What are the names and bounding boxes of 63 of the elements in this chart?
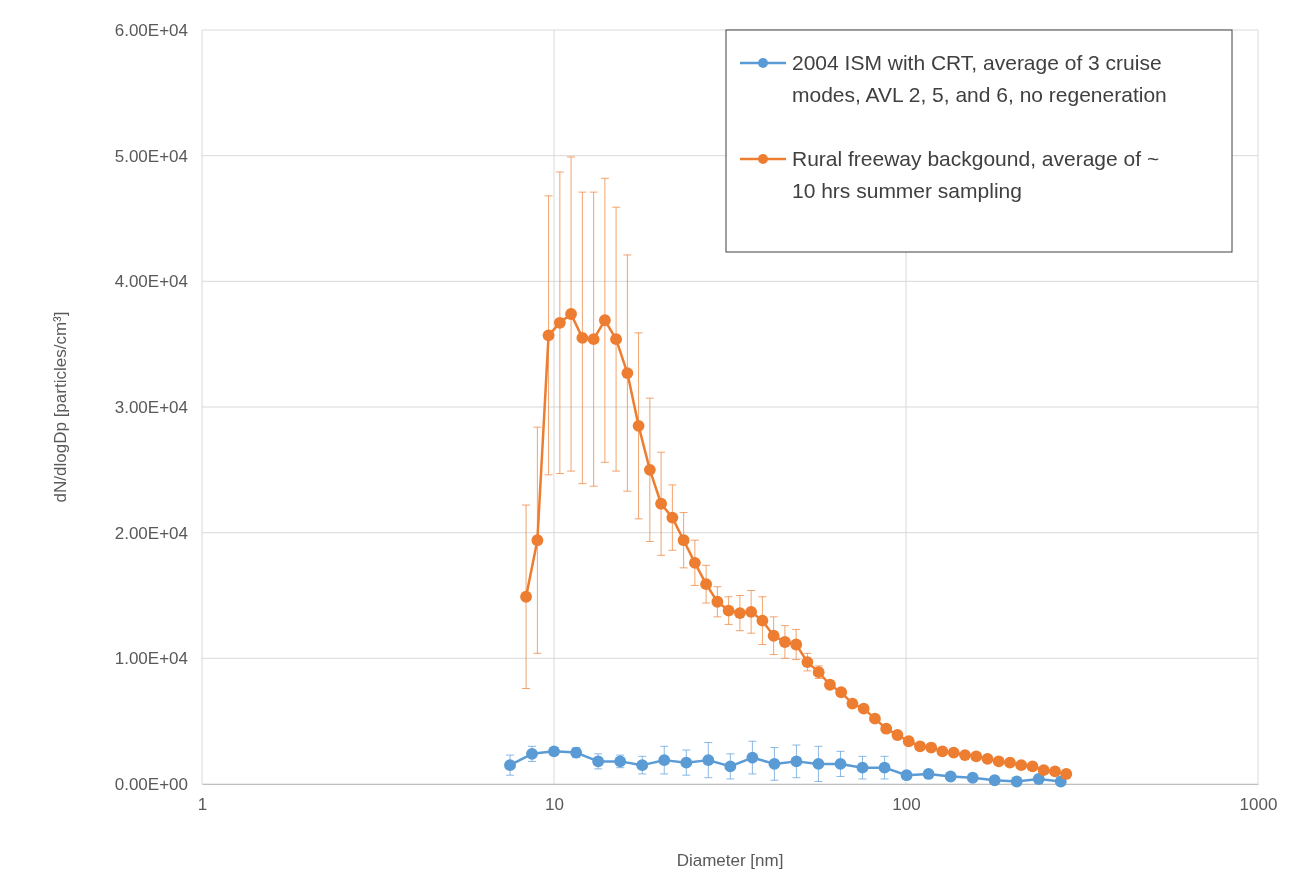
point [869, 712, 881, 725]
point [531, 534, 544, 547]
point [666, 511, 679, 524]
point [891, 729, 904, 741]
point [576, 331, 589, 344]
point [1026, 760, 1039, 773]
point [598, 314, 611, 327]
point [1037, 764, 1050, 777]
x-tick-label: 1 [197, 795, 208, 815]
point [779, 636, 791, 648]
x-tick-label: 100 [892, 795, 921, 815]
point [801, 656, 814, 669]
point [846, 697, 859, 710]
point [1004, 756, 1016, 769]
point [1049, 765, 1061, 778]
point [610, 333, 622, 346]
x-axis-title: Diameter [nm] [676, 851, 784, 870]
y-tick-label: 1.00E+04 [114, 649, 188, 669]
point [880, 722, 893, 735]
point [947, 746, 960, 759]
point [1060, 768, 1073, 780]
point [520, 590, 532, 603]
y-tick-label: 6.00E+04 [114, 20, 188, 40]
point [1015, 759, 1028, 772]
y-tick-label: 4.00E+04 [114, 272, 188, 292]
point [542, 329, 555, 342]
x-tick-label: 1000 [1239, 795, 1278, 815]
point [643, 463, 656, 476]
y-tick-label: 2.00E+04 [114, 523, 188, 543]
point [756, 614, 769, 627]
point [733, 607, 746, 619]
point [902, 735, 915, 748]
point [936, 745, 949, 758]
point [790, 638, 803, 651]
point [587, 333, 600, 346]
point [981, 752, 994, 765]
point [824, 678, 836, 691]
point [621, 367, 634, 379]
x-tick-label: 10 [545, 795, 564, 815]
y-axis-title: dN/dlogDp [particles/cm³] [51, 311, 70, 503]
point [677, 534, 690, 547]
point [565, 308, 577, 320]
point [632, 419, 645, 432]
point [767, 629, 780, 642]
point [553, 316, 566, 329]
point [914, 740, 926, 753]
point [925, 741, 938, 754]
point [835, 686, 848, 699]
point [700, 578, 713, 591]
y-tick-label: 5.00E+04 [114, 146, 188, 166]
point [711, 595, 724, 608]
y-tick-label: 0.00E+00 [114, 774, 188, 794]
point [992, 755, 1005, 768]
legend-label: 2004 ISM with CRT, average of 3 cruise modes, AVL 2, 5, and 6, no regeneration [792, 51, 1167, 106]
legend-label: Rural freeway backgound, average of ~ 10 hrs summer sampling [792, 147, 1160, 202]
point [970, 750, 983, 763]
point [857, 702, 870, 715]
point [722, 604, 735, 617]
point [688, 556, 701, 569]
y-tick-label: 3.00E+04 [114, 397, 188, 417]
point [745, 605, 758, 618]
point [959, 749, 971, 761]
point [655, 497, 668, 510]
